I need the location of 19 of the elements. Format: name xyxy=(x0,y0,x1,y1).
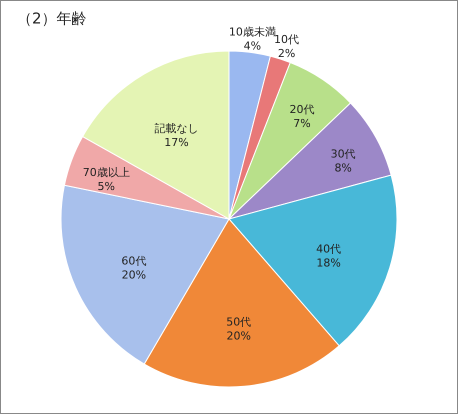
data-label: 17% xyxy=(164,136,189,150)
slice-label: 30代 xyxy=(330,148,356,161)
data-label: 5% xyxy=(98,180,115,194)
slice-label: 10歳未満 xyxy=(228,25,276,38)
data-label: 20% xyxy=(226,330,251,343)
data-label: 18% xyxy=(316,256,341,270)
data-label: 8% xyxy=(334,162,352,175)
slice-label: 40代 xyxy=(316,242,342,256)
data-label: 7% xyxy=(293,117,311,130)
data-label: 20% xyxy=(122,268,146,282)
slice-label: 60代 xyxy=(121,254,146,268)
slice-label: 70歳以上 xyxy=(82,166,130,180)
data-label: 2% xyxy=(278,47,296,60)
chart-title: （2）年齢 xyxy=(17,9,87,28)
slice-label: 10代 xyxy=(274,33,300,46)
slice-label: 記載なし xyxy=(154,122,198,136)
data-label: 4% xyxy=(244,39,262,52)
slice-label: 20代 xyxy=(290,103,315,116)
slice-label: 50代 xyxy=(226,316,252,329)
